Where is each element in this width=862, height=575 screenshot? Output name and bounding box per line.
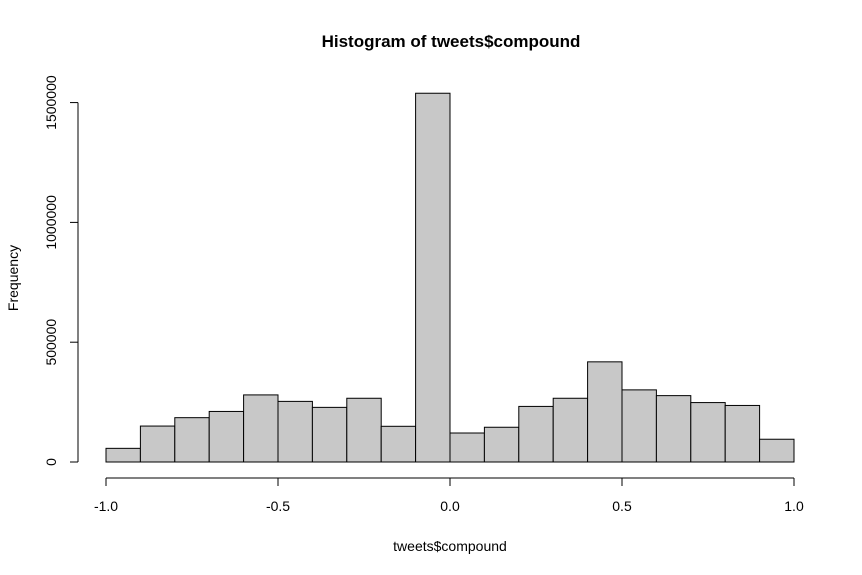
- histogram-bar: [552, 397, 589, 463]
- histogram-bar: [724, 404, 761, 463]
- histogram-bar: [105, 447, 141, 463]
- y-axis: 0 500000 1000000 1500000: [43, 75, 79, 466]
- histogram-bar: [621, 389, 657, 463]
- histogram-bar: [655, 395, 692, 463]
- histogram-bar: [518, 405, 554, 463]
- y-tick-label: 500000: [43, 319, 59, 366]
- histogram-bar: [174, 417, 210, 463]
- histogram-bar: [243, 394, 279, 463]
- histogram-bar: [759, 438, 795, 463]
- histogram-bar: [483, 426, 520, 463]
- y-tick-label: 1000000: [43, 195, 59, 250]
- histogram-bar: [587, 361, 623, 463]
- histogram-bar: [277, 400, 313, 463]
- x-tick-label: -1.0: [94, 498, 118, 514]
- histogram-bar: [346, 397, 382, 463]
- histogram-bar: [311, 406, 348, 463]
- x-tick-label: 0.5: [612, 498, 632, 514]
- histogram-bar: [380, 425, 417, 463]
- y-tick-label: 1500000: [43, 75, 59, 130]
- x-tick-label: 0.0: [440, 498, 460, 514]
- histogram-bar: [415, 92, 451, 463]
- x-axis: -1.0 -0.5 0.0 0.5 1.0: [94, 477, 804, 514]
- chart-title: Histogram of tweets$compound: [322, 32, 581, 51]
- y-tick-label: 0: [43, 458, 59, 466]
- histogram-bar: [449, 432, 485, 463]
- histogram-bar: [690, 402, 726, 463]
- bars-group: [105, 92, 795, 463]
- x-axis-label: tweets$compound: [393, 538, 507, 554]
- x-tick-label: -0.5: [266, 498, 290, 514]
- histogram-bar: [208, 410, 245, 463]
- y-axis-label: Frequency: [5, 245, 21, 311]
- histogram-bar: [139, 425, 176, 463]
- x-tick-label: 1.0: [784, 498, 804, 514]
